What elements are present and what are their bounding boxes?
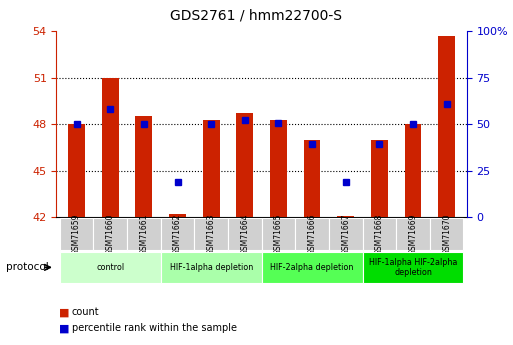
Bar <box>135 117 152 217</box>
Bar <box>270 120 287 217</box>
Text: ■: ■ <box>59 307 69 317</box>
Text: GSM71663: GSM71663 <box>207 214 215 255</box>
Bar <box>60 218 93 250</box>
Text: GSM71661: GSM71661 <box>140 214 148 255</box>
Bar <box>194 218 228 250</box>
Bar <box>430 218 463 250</box>
Text: protocol: protocol <box>6 263 49 272</box>
Bar <box>161 253 262 283</box>
Bar <box>169 214 186 217</box>
Bar <box>161 218 194 250</box>
Text: GSM71668: GSM71668 <box>375 214 384 255</box>
Text: GSM71667: GSM71667 <box>341 214 350 255</box>
Bar <box>371 140 388 217</box>
Text: HIF-1alpha HIF-2alpha
depletion: HIF-1alpha HIF-2alpha depletion <box>369 258 457 277</box>
Bar <box>228 218 262 250</box>
Text: GDS2761 / hmm22700-S: GDS2761 / hmm22700-S <box>170 9 343 23</box>
Bar <box>405 124 421 217</box>
Bar <box>363 218 396 250</box>
Text: control: control <box>96 263 124 272</box>
Bar <box>295 218 329 250</box>
Bar <box>262 253 363 283</box>
Bar <box>304 140 321 217</box>
Bar <box>262 218 295 250</box>
Bar <box>93 218 127 250</box>
Text: ■: ■ <box>59 324 69 333</box>
Bar <box>438 36 455 217</box>
Text: GSM71670: GSM71670 <box>442 214 451 255</box>
Bar <box>329 218 363 250</box>
Bar <box>60 253 161 283</box>
Bar <box>236 113 253 217</box>
Text: percentile rank within the sample: percentile rank within the sample <box>72 324 237 333</box>
Bar <box>127 218 161 250</box>
Text: GSM71659: GSM71659 <box>72 214 81 255</box>
Text: GSM71669: GSM71669 <box>408 214 418 255</box>
Bar <box>102 78 119 217</box>
Text: GSM71662: GSM71662 <box>173 214 182 255</box>
Text: GSM71660: GSM71660 <box>106 214 115 255</box>
Bar <box>396 218 430 250</box>
Bar <box>68 124 85 217</box>
Text: GSM71665: GSM71665 <box>274 214 283 255</box>
Bar <box>338 216 354 217</box>
Text: GSM71664: GSM71664 <box>240 214 249 255</box>
Text: HIF-2alpha depletion: HIF-2alpha depletion <box>270 263 354 272</box>
Bar <box>363 253 463 283</box>
Text: count: count <box>72 307 100 317</box>
Text: GSM71666: GSM71666 <box>308 214 317 255</box>
Text: HIF-1alpha depletion: HIF-1alpha depletion <box>169 263 253 272</box>
Bar <box>203 120 220 217</box>
